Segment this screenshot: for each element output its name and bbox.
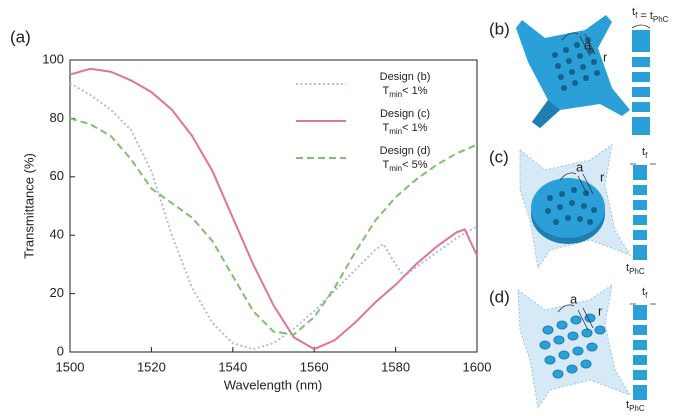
x-tick-label: 1560: [300, 359, 329, 374]
legend-label: Design (b): [380, 71, 431, 83]
panel-label: (b): [489, 19, 510, 38]
text-sub: PhC: [629, 404, 645, 413]
y-tick-label: 100: [42, 51, 64, 66]
cond-main: T: [382, 159, 389, 171]
series-line: [69, 67, 478, 351]
text-main: t: [632, 6, 635, 18]
period-label: a: [576, 159, 584, 174]
text-main: t: [642, 286, 645, 298]
cond-rest: < 5%: [402, 159, 428, 171]
y-tick-label: 20: [50, 285, 64, 300]
text-main: = t: [637, 10, 653, 22]
thickness-label: tf: [642, 146, 648, 160]
radius-label: r: [598, 303, 603, 318]
cond-sub: min: [389, 164, 402, 173]
period-label: a: [584, 37, 592, 52]
phc-thickness-label: tPhC: [626, 399, 645, 413]
y-axis-label: Transmittance (%): [21, 153, 36, 259]
x-tick-label: 1500: [56, 359, 85, 374]
thickness-label: tf: [642, 286, 648, 300]
x-tick-label: 1540: [218, 359, 247, 374]
x-tick-label: 1600: [463, 359, 492, 374]
radius-label: r: [603, 49, 608, 64]
radius-label: r: [600, 169, 605, 184]
text-sub: PhC: [629, 267, 645, 276]
period-label: a: [570, 291, 578, 306]
text-sub: f: [635, 11, 638, 20]
legend-label: Design (d): [380, 145, 431, 157]
x-axis-label: Wavelength (nm): [224, 377, 323, 392]
panel-label: (c): [489, 147, 509, 166]
text-main: t: [626, 399, 629, 411]
panel-label: (d): [489, 287, 510, 306]
cond-rest: < 1%: [402, 85, 428, 97]
text-sub: f: [645, 151, 648, 160]
text-sub: f: [645, 291, 648, 300]
x-tick-label: 1520: [137, 359, 166, 374]
panel-label: (a): [10, 27, 31, 46]
plot-frame: [69, 59, 478, 353]
legend-label: Design (c): [380, 108, 430, 120]
cond-sub: min: [389, 127, 402, 136]
cond-rest: < 1%: [402, 122, 428, 134]
diagram-b: [516, 15, 651, 135]
legend-condition: Tmin< 5%: [382, 159, 427, 173]
cond-sub: min: [389, 90, 402, 99]
cond-main: T: [382, 122, 389, 134]
y-tick-label: 40: [50, 227, 64, 242]
x-tick-label: 1580: [381, 359, 410, 374]
diagram-d: [517, 283, 656, 410]
series-line: [69, 117, 478, 336]
y-tick-label: 0: [57, 343, 64, 358]
y-tick-label: 60: [50, 168, 64, 183]
text-sub: PhC: [653, 15, 669, 24]
cond-main: T: [382, 85, 389, 97]
legend-condition: Tmin< 1%: [382, 122, 427, 136]
text-main: t: [642, 146, 645, 158]
legend-condition: Tmin< 1%: [382, 85, 427, 99]
y-tick-label: 80: [50, 110, 64, 125]
phc-thickness-label: tPhC: [626, 262, 645, 276]
thickness-label: tf = tPhC: [632, 6, 669, 24]
text-main: t: [626, 262, 629, 274]
diagram-c: [519, 143, 656, 270]
